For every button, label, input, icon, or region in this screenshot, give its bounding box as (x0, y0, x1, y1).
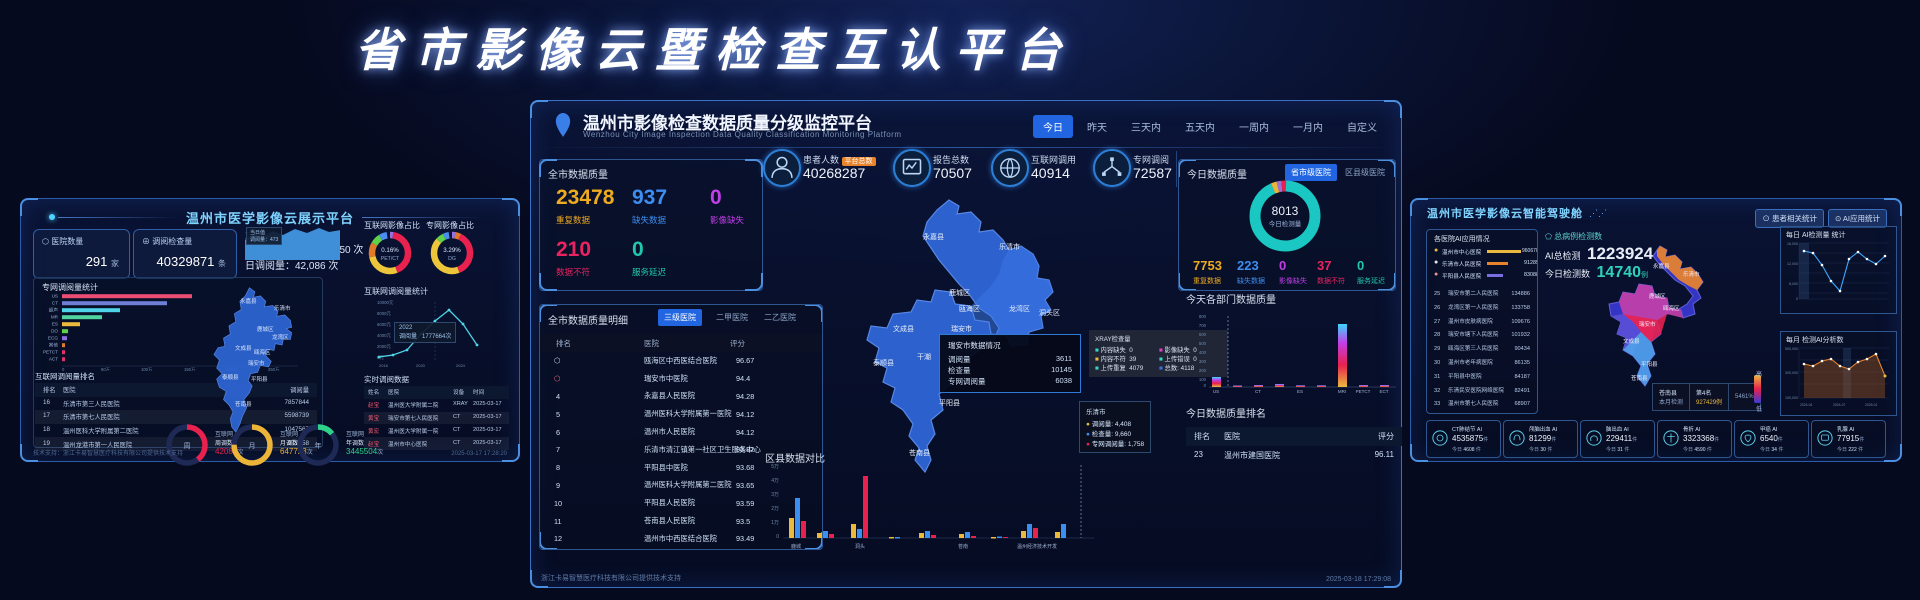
svg-text:0: 0 (1796, 297, 1798, 301)
svg-text:2024: 2024 (456, 363, 466, 368)
svg-text:PETCT: PETCT (1356, 389, 1371, 394)
svg-text:500: 500 (1199, 341, 1207, 346)
svg-text:2020: 2020 (416, 363, 426, 368)
svg-text:600: 600 (1199, 332, 1207, 337)
svg-text:2016: 2016 (379, 363, 389, 368)
svg-text:400: 400 (1199, 350, 1207, 355)
svg-text:其他: 其他 (49, 342, 59, 349)
svg-text:鹿城: 鹿城 (791, 543, 801, 550)
svg-text:5万: 5万 (771, 464, 779, 470)
svg-text:年: 年 (315, 441, 322, 450)
svg-text:PETCT: PETCT (43, 350, 58, 355)
svg-text:500,000: 500,000 (1785, 347, 1798, 351)
svg-text:2024-07: 2024-07 (1833, 403, 1846, 407)
svg-text:8000元: 8000元 (377, 311, 392, 317)
svg-text:温州经济技术开发: 温州经济技术开发 (1017, 543, 1057, 550)
svg-text:100: 100 (1199, 377, 1207, 382)
svg-text:2000元: 2000元 (377, 344, 392, 350)
svg-text:12,000: 12,000 (1787, 262, 1798, 266)
svg-text:0: 0 (1204, 383, 1207, 388)
svg-text:月: 月 (249, 442, 256, 450)
svg-text:CT: CT (52, 301, 58, 306)
svg-text:8,000: 8,000 (1789, 282, 1798, 286)
svg-text:3万: 3万 (771, 492, 779, 498)
svg-text:超声: 超声 (49, 307, 59, 314)
svg-text:周: 周 (184, 442, 191, 450)
svg-text:US: US (1213, 389, 1219, 394)
svg-text:16,000: 16,000 (1787, 242, 1798, 246)
svg-text:ECG: ECG (48, 336, 58, 341)
svg-text:0: 0 (776, 534, 779, 540)
svg-text:6000元: 6000元 (377, 322, 392, 328)
svg-text:ECT: ECT (1380, 389, 1389, 394)
svg-text:ES: ES (1297, 389, 1303, 394)
svg-text:PET/CT: PET/CT (381, 256, 400, 262)
svg-text:100,000: 100,000 (1785, 396, 1798, 400)
svg-text:ES: ES (52, 322, 58, 327)
svg-text:MRI: MRI (1338, 389, 1346, 394)
svg-text:8013: 8013 (1272, 204, 1299, 218)
svg-text:2025-01: 2025-01 (1865, 403, 1878, 407)
svg-text:2万: 2万 (771, 506, 779, 512)
svg-text:300: 300 (1199, 359, 1207, 364)
svg-text:4万: 4万 (771, 478, 779, 484)
svg-text:洞头: 洞头 (855, 543, 865, 550)
svg-text:2024-04: 2024-04 (1800, 403, 1813, 407)
svg-text:今日检测量: 今日检测量 (1269, 219, 1302, 228)
svg-text:300,000: 300,000 (1785, 371, 1798, 375)
svg-text:10000元: 10000元 (377, 300, 394, 306)
svg-text:MR: MR (51, 315, 59, 320)
svg-text:0.16%: 0.16% (381, 247, 399, 254)
svg-text:ACT: ACT (49, 357, 58, 362)
svg-text:3.29%: 3.29% (443, 247, 461, 254)
svg-text:US: US (52, 294, 58, 299)
svg-text:4000元: 4000元 (377, 333, 392, 339)
svg-text:800: 800 (1199, 314, 1207, 319)
svg-text:1万: 1万 (771, 520, 779, 526)
svg-text:200: 200 (1199, 368, 1207, 373)
svg-text:CT: CT (1255, 389, 1261, 394)
svg-text:DO: DO (51, 329, 58, 334)
svg-text:700: 700 (1199, 323, 1207, 328)
svg-text:DG: DG (448, 256, 456, 262)
svg-text:苍南: 苍南 (958, 543, 968, 550)
